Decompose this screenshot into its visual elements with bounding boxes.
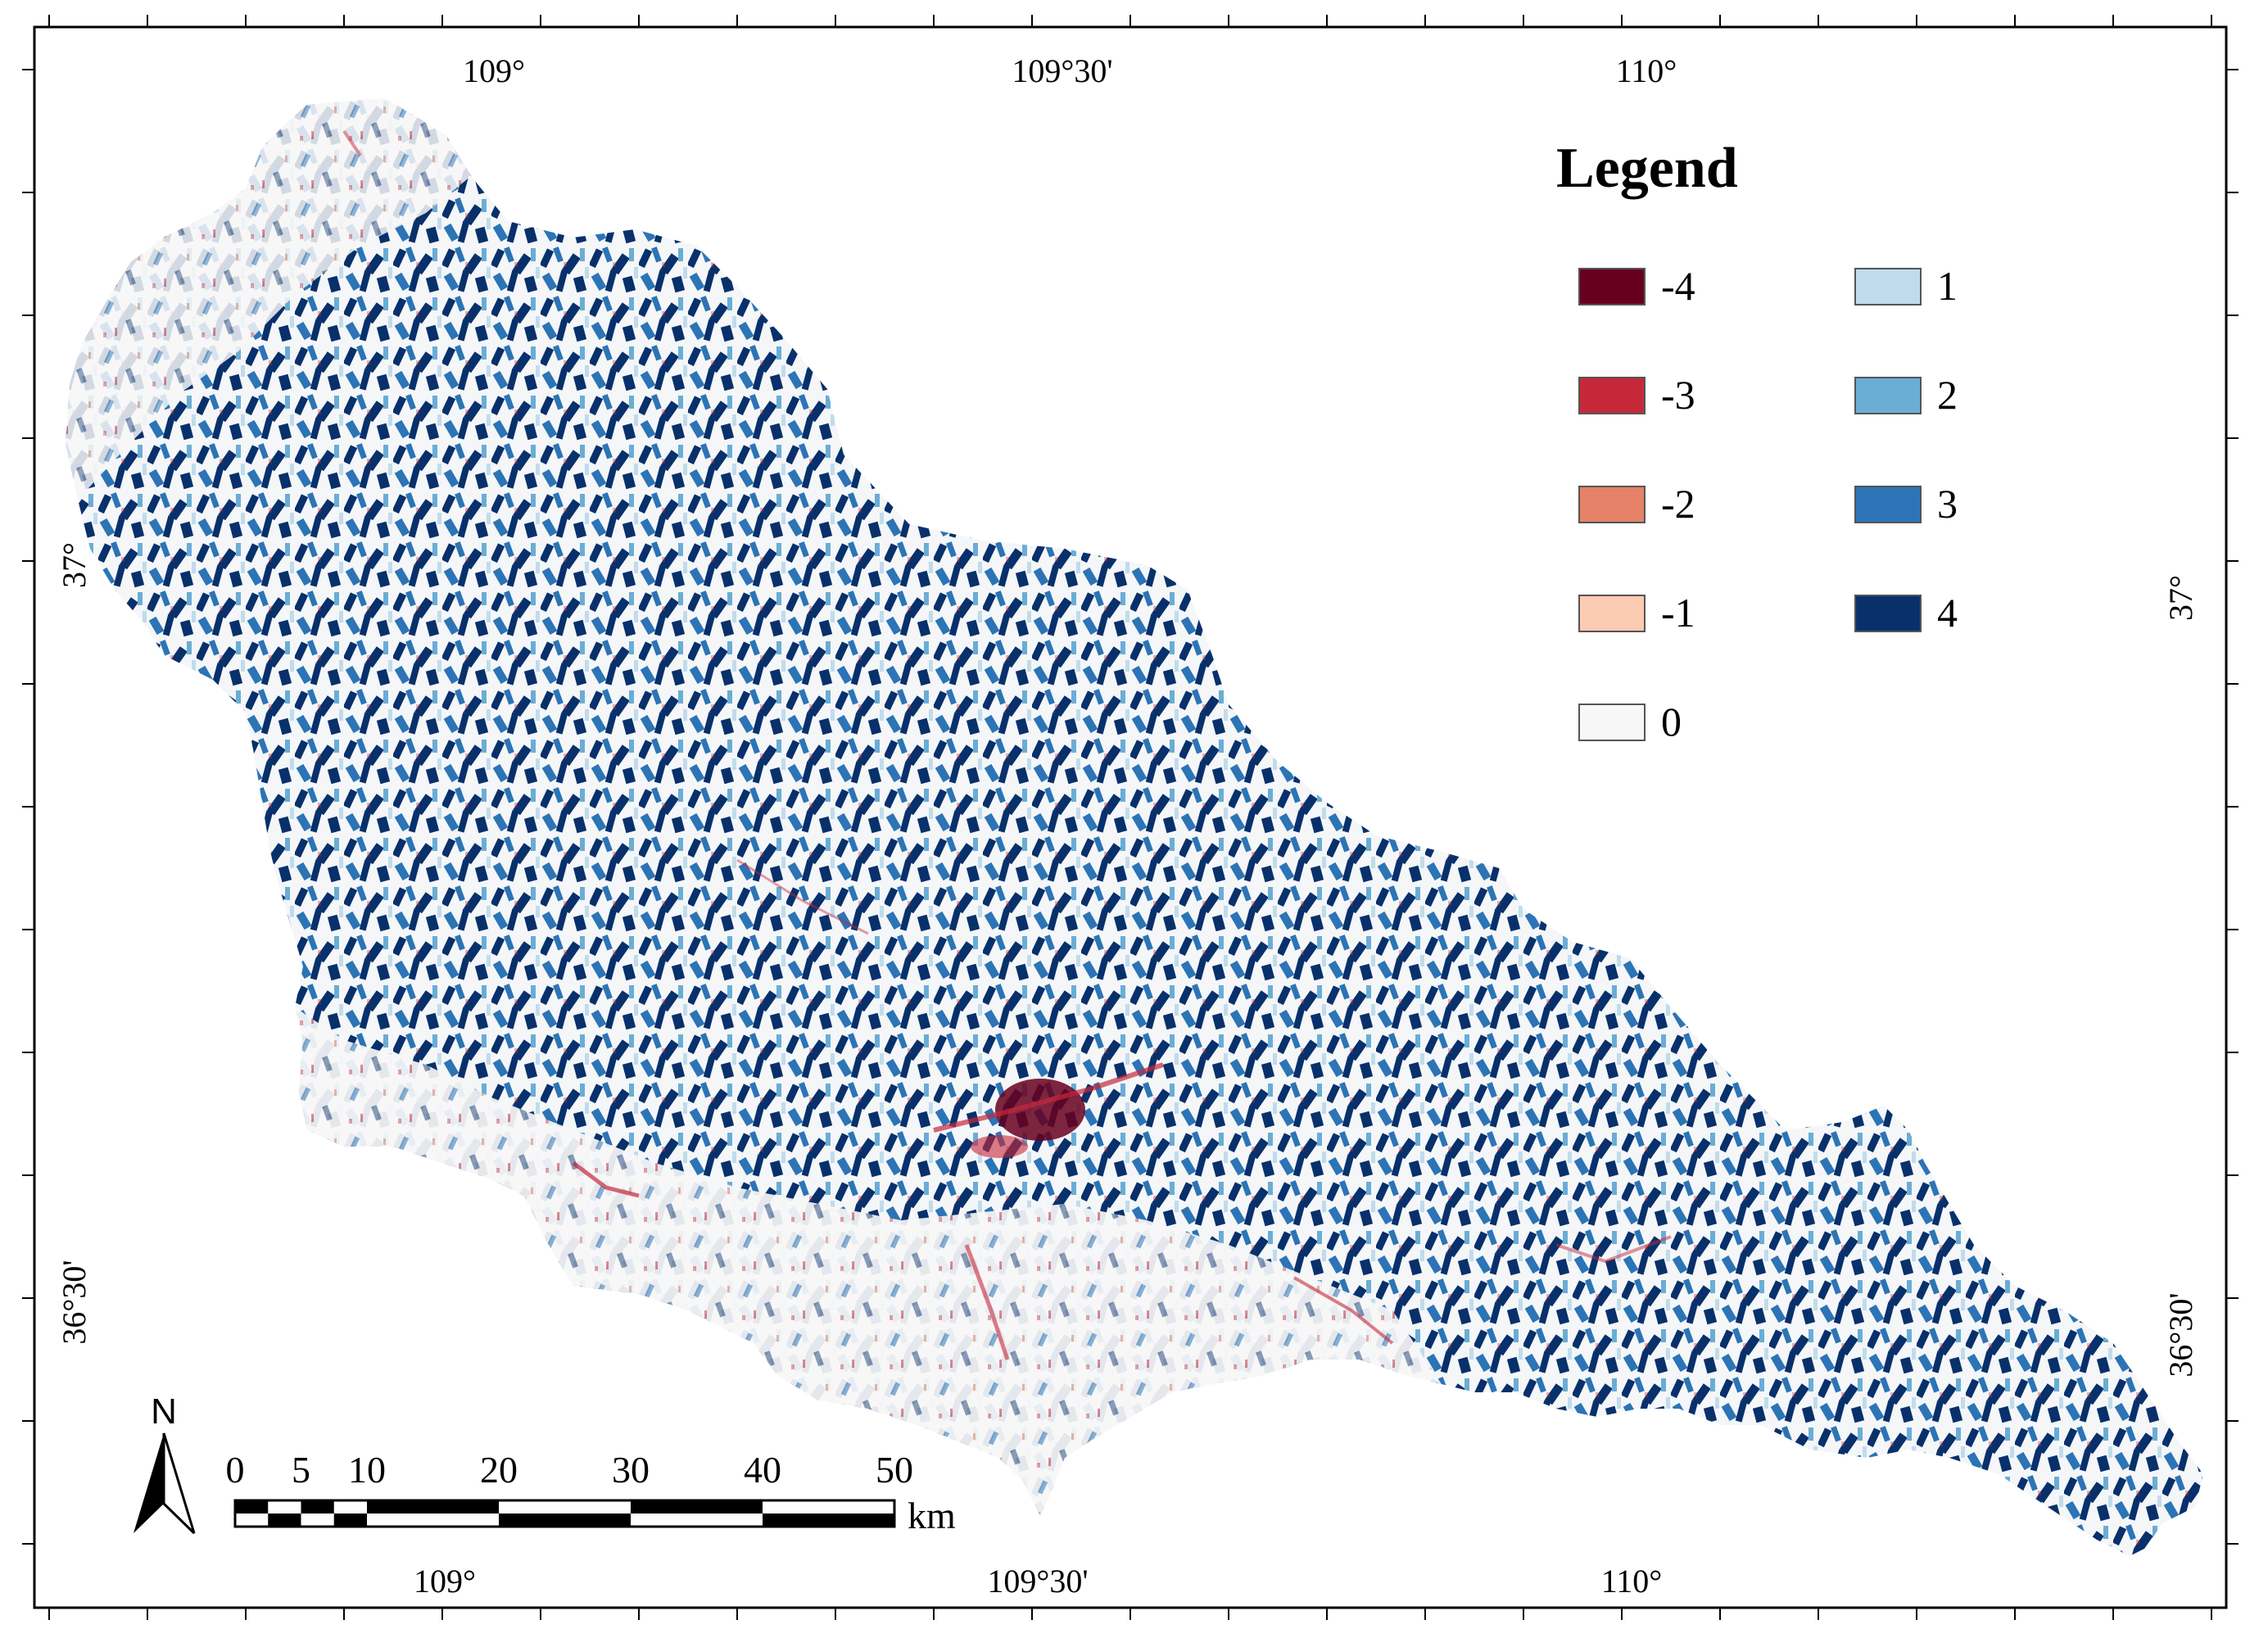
legend-label: -3 [1661,372,1695,418]
legend-label: 3 [1937,481,1958,527]
legend-label: 4 [1937,590,1958,636]
scale-tick-label: 5 [292,1449,310,1491]
scale-tick-label: 50 [876,1449,913,1491]
scale-bar: 0 5 10 20 30 40 50 km [226,1449,957,1536]
bottom-longitude-label: 110° [1601,1563,1663,1599]
right-latitude-label: 36°30' [2162,1292,2199,1377]
watershed-fringe [295,1007,1442,1515]
watershed-north-fringe [66,98,471,500]
right-latitude-label: 37° [2162,575,2199,621]
scale-tick-label: 20 [480,1449,518,1491]
left-latitude-label: 36°30' [56,1260,93,1344]
bottom-longitude-label: 109° [414,1563,476,1599]
top-longitude-label: 109°30' [1012,52,1112,89]
legend-item: 0 [1578,699,1682,744]
scale-tick-label: 0 [226,1449,245,1491]
north-label: N [151,1391,177,1432]
legend-item: -2 [1578,481,1695,527]
scale-tick-label: 30 [612,1449,650,1491]
legend-item: -3 [1578,372,1695,418]
legend-label: -1 [1661,590,1695,636]
legend-item: -4 [1578,263,1695,309]
legend-label: 2 [1937,372,1958,418]
negative-change-clusters [342,129,1672,1360]
north-arrow-icon: N [134,1391,196,1535]
legend-label: -4 [1661,263,1695,309]
legend-item: 2 [1854,372,1958,418]
left-latitude-label: 37° [56,542,93,588]
top-longitude-label: 109° [463,52,525,89]
legend-title: Legend [1556,137,1738,200]
legend-swatch [1854,377,1922,414]
legend-item: 3 [1854,481,1958,527]
legend-swatch [1578,268,1646,305]
frame-ticks [22,15,2239,1620]
scale-tick-label: 40 [744,1449,781,1491]
legend-label: 1 [1937,263,1958,309]
legend-swatch [1854,486,1922,523]
legend-swatch [1578,595,1646,632]
legend-item: 4 [1854,590,1958,636]
bottom-longitude-label: 109°30' [987,1563,1088,1599]
legend-swatch [1854,595,1922,632]
scale-unit: km [908,1495,956,1536]
scale-tick-label: 10 [348,1449,386,1491]
legend-swatch [1854,268,1922,305]
legend-swatch [1578,486,1646,523]
legend-item: -1 [1578,590,1695,636]
legend-label: 0 [1661,699,1682,744]
top-longitude-label: 110° [1616,52,1677,89]
legend-label: -2 [1661,481,1695,527]
legend-swatch [1578,704,1646,741]
legend: Legend -4 -3 -2 -1 0 1 2 3 4 [1556,137,1958,744]
legend-swatch [1578,377,1646,414]
legend-item: 1 [1854,263,1958,309]
